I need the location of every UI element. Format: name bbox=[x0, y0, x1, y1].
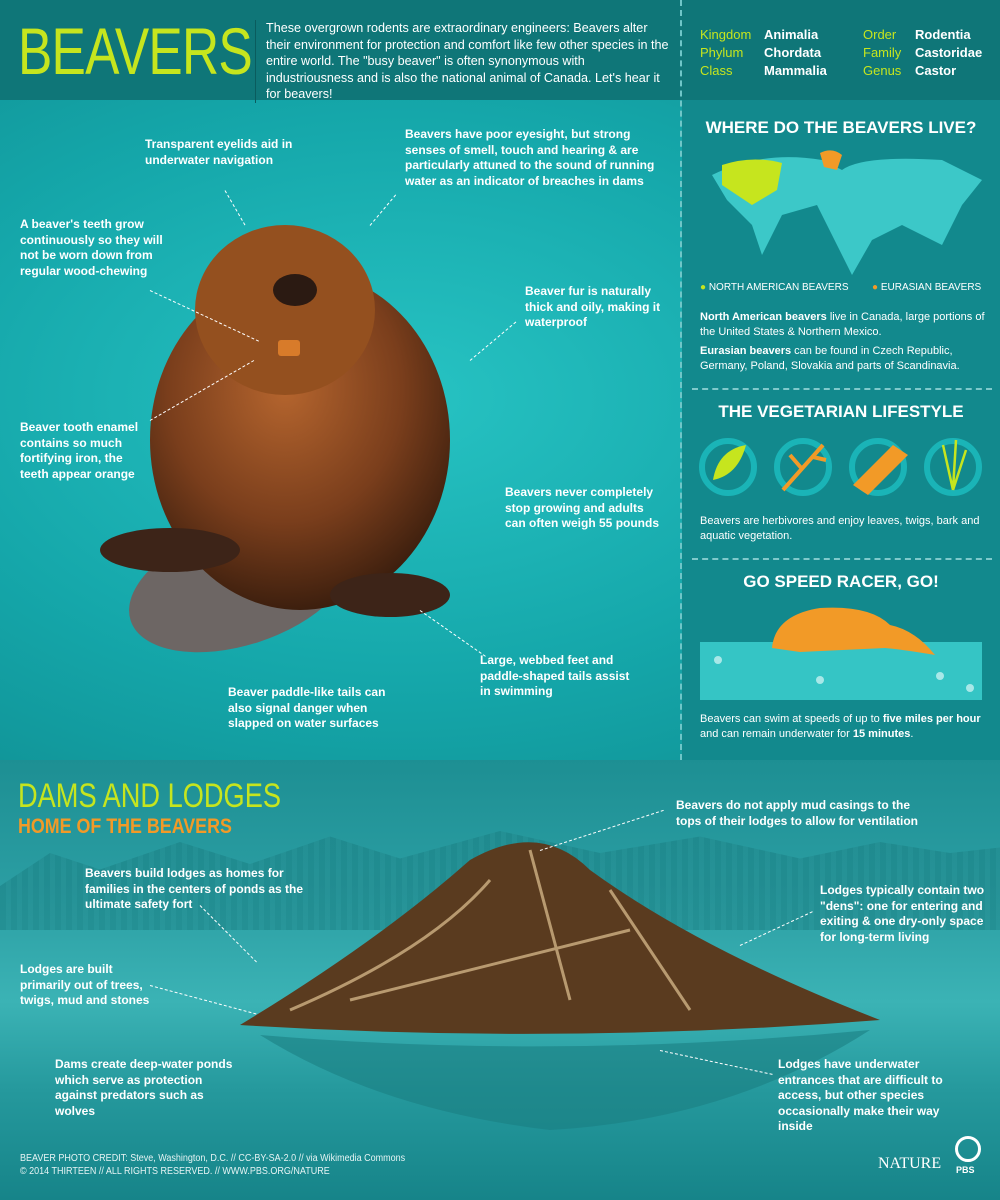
legend-label: NORTH AMERICAN BEAVERS bbox=[708, 282, 849, 293]
pbs-logo-icon bbox=[955, 1136, 981, 1162]
speed-title: GO SPEED RACER, GO! bbox=[743, 572, 939, 591]
annotation: Lodges have underwater entrances that ar… bbox=[778, 1057, 943, 1133]
habitat-title: WHERE DO THE BEAVERS LIVE? bbox=[705, 118, 977, 137]
taxonomy-value: Rodentia bbox=[915, 27, 971, 42]
taxonomy-key: Kingdom bbox=[700, 27, 752, 42]
legend-item: ● EURASIAN BEAVERS bbox=[872, 282, 982, 293]
lodges-subtitle: HOME OF THE BEAVERS bbox=[18, 815, 232, 838]
annotation: Beavers build lodges as homes for famili… bbox=[85, 866, 304, 911]
aquatic-plant-icon bbox=[924, 438, 982, 496]
taxonomy-value: Chordata bbox=[764, 45, 822, 60]
intro-text: These overgrown rodents are extraordinar… bbox=[255, 20, 675, 103]
legend-item: ● NORTH AMERICAN BEAVERS bbox=[700, 282, 849, 293]
facts-panel: WHERE DO THE BEAVERS LIVE? ● NORTH AMERI… bbox=[682, 100, 1000, 760]
annotation: Transparent eyelids aid in underwater na… bbox=[145, 137, 293, 167]
leaf-icon bbox=[699, 438, 757, 496]
taxonomy-key: Genus bbox=[863, 63, 902, 78]
beaver-photo bbox=[100, 225, 450, 653]
annotation: Beaver fur is naturally thick and oily, … bbox=[525, 284, 661, 329]
page-title: BEAVERS bbox=[18, 14, 253, 88]
taxonomy-table: Kingdom Animalia Order Rodentia Phylum Chor… bbox=[700, 26, 995, 79]
annotation: Beavers do not apply mud casings to the … bbox=[676, 798, 919, 828]
taxonomy-key: Class bbox=[700, 63, 733, 78]
lodges-title: DAMS AND LODGES bbox=[18, 777, 281, 815]
nature-logo: NATURE bbox=[878, 1155, 942, 1172]
diet-icons bbox=[699, 438, 982, 496]
diet-title: THE VEGETARIAN LIFESTYLE bbox=[718, 402, 964, 421]
taxonomy-value: Castor bbox=[915, 63, 957, 78]
pbs-logo: PBS bbox=[956, 1165, 975, 1175]
header bbox=[0, 0, 1000, 100]
habitat-text-na: North American beavers live in Canada, l… bbox=[700, 311, 985, 338]
taxonomy-value: Mammalia bbox=[764, 63, 827, 78]
photo-credits: BEAVER PHOTO CREDIT: Steve, Washington, … bbox=[20, 1153, 406, 1177]
speed-text: Beavers can swim at speeds of up to five… bbox=[700, 713, 981, 740]
legend-label: EURASIAN BEAVERS bbox=[880, 282, 982, 293]
annotation: Beaver paddle-like tails can also signal… bbox=[228, 685, 386, 730]
divider bbox=[680, 0, 682, 760]
annotation: A beaver's teeth grow continuously so th… bbox=[20, 217, 163, 278]
taxonomy-key: Family bbox=[863, 45, 902, 60]
eurasia-region bbox=[820, 150, 842, 170]
annotation: Large, webbed feet and paddle-shaped tai… bbox=[480, 653, 630, 698]
taxonomy-value: Animalia bbox=[764, 27, 819, 42]
swimming-beaver-illustration bbox=[700, 607, 982, 700]
habitat-text-eu: Eurasian beavers can be found in Czech R… bbox=[700, 345, 960, 372]
taxonomy-key: Order bbox=[863, 27, 897, 42]
divider bbox=[692, 388, 992, 390]
taxonomy-key: Phylum bbox=[700, 45, 744, 60]
bark-icon bbox=[849, 438, 908, 496]
taxonomy-value: Castoridae bbox=[915, 45, 983, 60]
diet-text: Beavers are herbivores and enjoy leaves,… bbox=[700, 515, 980, 542]
annotation: Lodges are built primarily out of trees,… bbox=[20, 962, 150, 1007]
annotation: Beavers have poor eyesight, but strong s… bbox=[405, 127, 655, 188]
annotation: Beaver tooth enamel contains so much for… bbox=[20, 420, 139, 481]
annotation: Dams create deep-water ponds which serve… bbox=[55, 1057, 233, 1118]
world-map bbox=[712, 150, 982, 275]
annotation: Beavers never completely stop growing an… bbox=[505, 485, 660, 530]
annotation: Lodges typically contain two "dens": one… bbox=[820, 883, 985, 944]
divider bbox=[692, 558, 992, 560]
twig-icon bbox=[774, 438, 832, 496]
beaver-lodge-photo bbox=[240, 842, 880, 1130]
north-america-region bbox=[722, 159, 782, 205]
